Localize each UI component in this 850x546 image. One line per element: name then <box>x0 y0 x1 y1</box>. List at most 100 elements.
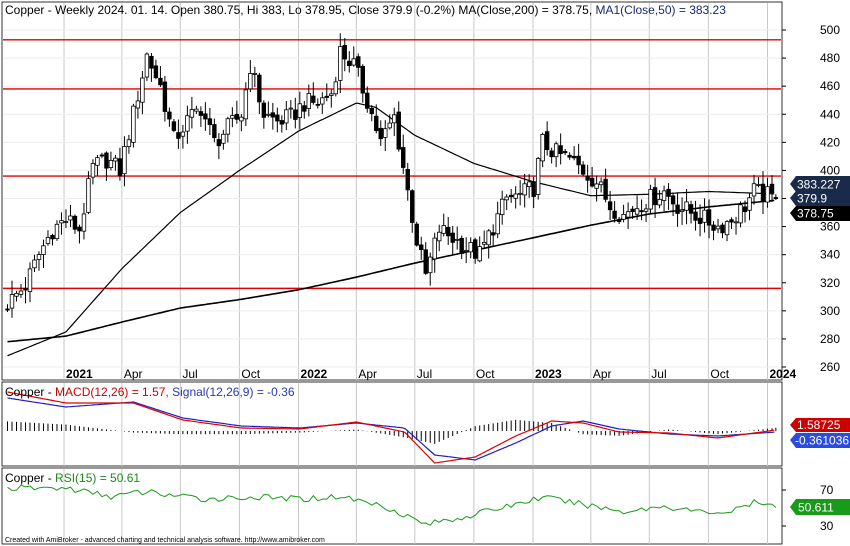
price-candle-body <box>630 208 635 213</box>
price-candle-body <box>162 81 168 112</box>
price-candle-body <box>477 246 482 262</box>
price-candle-body <box>540 134 545 162</box>
price-candle-body <box>126 139 132 147</box>
price-candle-body <box>769 183 775 194</box>
rsi-y-axis: 30 70 <box>782 483 834 533</box>
price-candle-body <box>284 109 289 124</box>
macd-value-tag: 1.58725 <box>790 418 850 432</box>
price-candle-body <box>180 131 186 137</box>
price-candle-body <box>706 209 712 226</box>
price-candle-body <box>747 197 752 211</box>
signal-value-tag: -0.361036 <box>790 433 850 448</box>
price-candle-body <box>571 155 577 159</box>
price-candle-body <box>374 115 379 132</box>
price-candle-body <box>185 115 190 132</box>
price-header: Copper - Weekly 2024. 01. 14. Open 380.7… <box>5 3 726 17</box>
price-candle-body <box>54 223 60 240</box>
ma50-line <box>7 102 775 357</box>
price-candle-body <box>203 113 208 120</box>
price-candle-body <box>603 178 608 200</box>
price-candle-body <box>693 211 698 221</box>
price-candle-body <box>108 160 114 168</box>
price-candle-body <box>670 195 676 205</box>
price-candle-body <box>248 73 253 90</box>
macd-lines <box>7 391 775 464</box>
price-y-tick-label: 400 <box>820 163 840 177</box>
price-candle-body <box>9 294 15 309</box>
price-y-tick-label: 320 <box>820 276 840 290</box>
price-candle-body <box>27 268 33 292</box>
rsi-header-rsi: RSI(15) = 50.61 <box>55 471 140 485</box>
price-candle-body <box>715 225 721 230</box>
price-candle-body <box>679 209 685 213</box>
ma200-value-tag: 378.75 <box>790 206 850 221</box>
price-candle-body <box>648 189 653 210</box>
price-candle-body <box>724 221 730 236</box>
price-y-tick-label: 340 <box>820 248 840 262</box>
price-candle-body <box>212 124 217 139</box>
price-x-tick-label: Jul <box>182 367 197 381</box>
macd-grid <box>63 383 769 466</box>
price-candle-body <box>293 109 298 120</box>
price-candle-body <box>499 198 505 216</box>
price-candle-body <box>549 150 554 158</box>
price-x-tick-label: Apr <box>593 367 612 381</box>
price-y-axis: 260280300320340360380400420440460480500 <box>782 23 840 374</box>
price-candle-body <box>113 157 118 162</box>
macd-line <box>7 391 775 464</box>
price-candle-body <box>666 188 671 197</box>
price-candle-body <box>423 249 428 274</box>
price-candle-body <box>625 211 631 218</box>
price-candle-body <box>95 157 100 166</box>
price-candle-body <box>526 181 532 187</box>
price-candle-body <box>751 183 757 197</box>
price-candle-body <box>135 100 141 109</box>
price-candle-body <box>544 131 550 151</box>
price-candle-body <box>742 206 748 213</box>
price-candle-body <box>239 116 244 122</box>
price-candle-body <box>688 204 694 214</box>
macd-header: Copper - MACD(12,26) = 1.57, Signal(12,2… <box>5 385 295 399</box>
price-candle-body <box>657 199 662 206</box>
price-candle-body <box>441 225 446 234</box>
price-y-tick-label: 500 <box>820 23 840 37</box>
price-candle-body <box>50 234 55 240</box>
price-candle-body <box>369 107 374 115</box>
price-y-tick-label: 460 <box>820 79 840 93</box>
signal-tag-text: -0.361036 <box>795 434 849 448</box>
price-candle-body <box>279 120 285 125</box>
price-candle-body <box>356 56 361 68</box>
macd-header-signal: Signal(12,26,9) = -0.36 <box>172 385 295 399</box>
price-candle-body <box>266 113 271 116</box>
price-candle-body <box>234 113 240 120</box>
price-candle-body <box>585 175 590 181</box>
price-candle-body <box>104 152 109 169</box>
macd-header-macd: MACD(12,26) = 1.57, <box>55 385 169 399</box>
price-candle-body <box>198 111 204 116</box>
price-x-tick-label: 2022 <box>301 367 328 381</box>
rsi-panel-frame <box>1 467 783 545</box>
price-candle-body <box>351 58 356 66</box>
price-x-tick-label: 2021 <box>66 367 93 381</box>
price-x-tick-label: Oct <box>241 367 260 381</box>
close-value-tag: 379.9 <box>790 191 850 206</box>
price-candle-body <box>68 215 73 221</box>
price-candle-body <box>535 158 541 195</box>
price-candle-body <box>230 115 235 119</box>
signal-line <box>7 397 775 461</box>
price-candle-body <box>90 163 96 178</box>
ma200-tag-text: 378.75 <box>797 207 834 221</box>
price-header-prefix: Copper - Weekly 2024. 01. 14. Open 380.7… <box>5 3 458 17</box>
price-horizontal-lines <box>3 39 781 290</box>
price-candle-body <box>702 209 707 223</box>
price-x-tick-label: Apr <box>124 367 143 381</box>
price-candle-body <box>661 190 667 201</box>
price-panel: 260280300320340360380400420440460480500 … <box>1 1 850 381</box>
price-candle-body <box>410 190 415 223</box>
price-candle-body <box>486 230 491 246</box>
price-candles <box>5 33 779 318</box>
price-y-tick-label: 440 <box>820 107 840 121</box>
rsi-line <box>7 484 777 526</box>
price-candle-body <box>517 192 523 195</box>
price-candle-body <box>23 288 28 291</box>
